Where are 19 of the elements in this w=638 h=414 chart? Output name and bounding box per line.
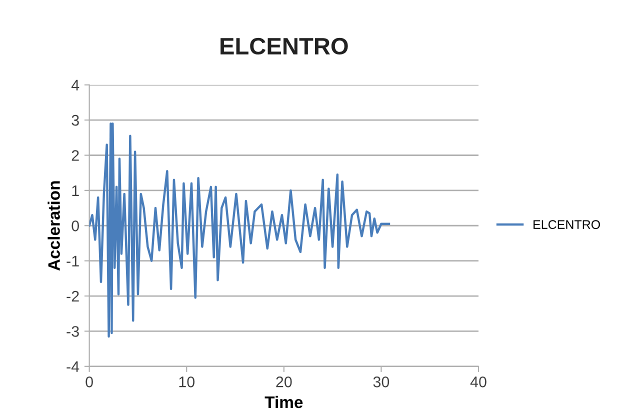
line-series	[89, 122, 390, 338]
y-tick-label: -2	[66, 290, 79, 302]
y-tick-label: 0	[72, 220, 79, 232]
y-tick-label: 1	[72, 185, 79, 196]
chart-title: ELCENTRO	[220, 38, 348, 55]
x-tick-label: 40	[470, 376, 486, 388]
x-tick-label: 20	[276, 376, 292, 388]
y-tick-label: -3	[66, 326, 79, 337]
y-tick-label: 4	[71, 80, 80, 90]
y-tick-label: 2	[72, 150, 79, 161]
y-tick-label: -1	[66, 256, 79, 266]
x-tick-label: 30	[373, 376, 390, 388]
y-axis-title: Accleration	[48, 181, 60, 271]
y-tick-label: 3	[72, 114, 79, 126]
y-tick-label: -4	[66, 361, 80, 372]
x-axis-title: Time	[264, 396, 303, 408]
x-tick-label: 10	[179, 376, 195, 388]
x-tick-label: 0	[86, 376, 93, 388]
legend-label: ELCENTRO	[534, 220, 600, 229]
